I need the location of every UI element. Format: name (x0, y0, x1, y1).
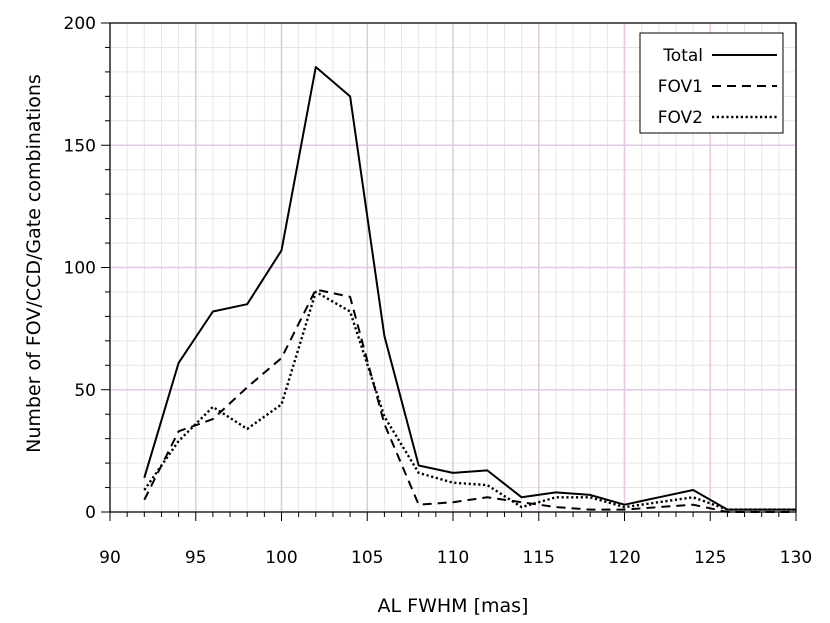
x-tick-label: 100 (265, 548, 297, 568)
x-tick-labels: 90 95 100 105 110 115 120 125 130 (99, 548, 812, 568)
y-tick-label: 50 (74, 381, 96, 401)
series-line-fov2 (143, 290, 796, 511)
x-tick-label: 125 (694, 548, 726, 568)
series-line-total (143, 66, 796, 511)
x-tick-label: 110 (437, 548, 469, 568)
y-tick-label: 0 (85, 503, 96, 523)
legend: Total FOV1 FOV2 (639, 32, 784, 134)
x-tick-label: 95 (185, 548, 207, 568)
legend-item-total: Total (662, 46, 777, 66)
x-tick-label: 130 (780, 548, 812, 568)
legend-box (639, 32, 784, 134)
x-tick-label: 120 (608, 548, 640, 568)
series-line-fov1 (143, 288, 796, 513)
legend-item-fov1: FOV1 (658, 77, 777, 97)
axis-ticks (101, 22, 797, 521)
y-tick-label: 200 (64, 14, 96, 34)
legend-label: FOV2 (658, 108, 703, 128)
legend-item-fov2: FOV2 (658, 108, 777, 128)
y-tick-labels: 0 50 100 150 200 (64, 14, 96, 523)
y-tick-label: 150 (64, 136, 96, 156)
y-tick-label: 100 (64, 259, 96, 279)
y-axis-title: Number of FOV/CCD/Gate combinations (23, 74, 45, 453)
series-lines (143, 66, 796, 513)
legend-label: FOV1 (658, 77, 703, 97)
legend-label: Total (662, 46, 703, 66)
x-tick-label: 90 (99, 548, 121, 568)
x-tick-label: 115 (523, 548, 555, 568)
x-tick-label: 105 (351, 548, 383, 568)
x-axis-title: AL FWHM [mas] (378, 595, 529, 617)
